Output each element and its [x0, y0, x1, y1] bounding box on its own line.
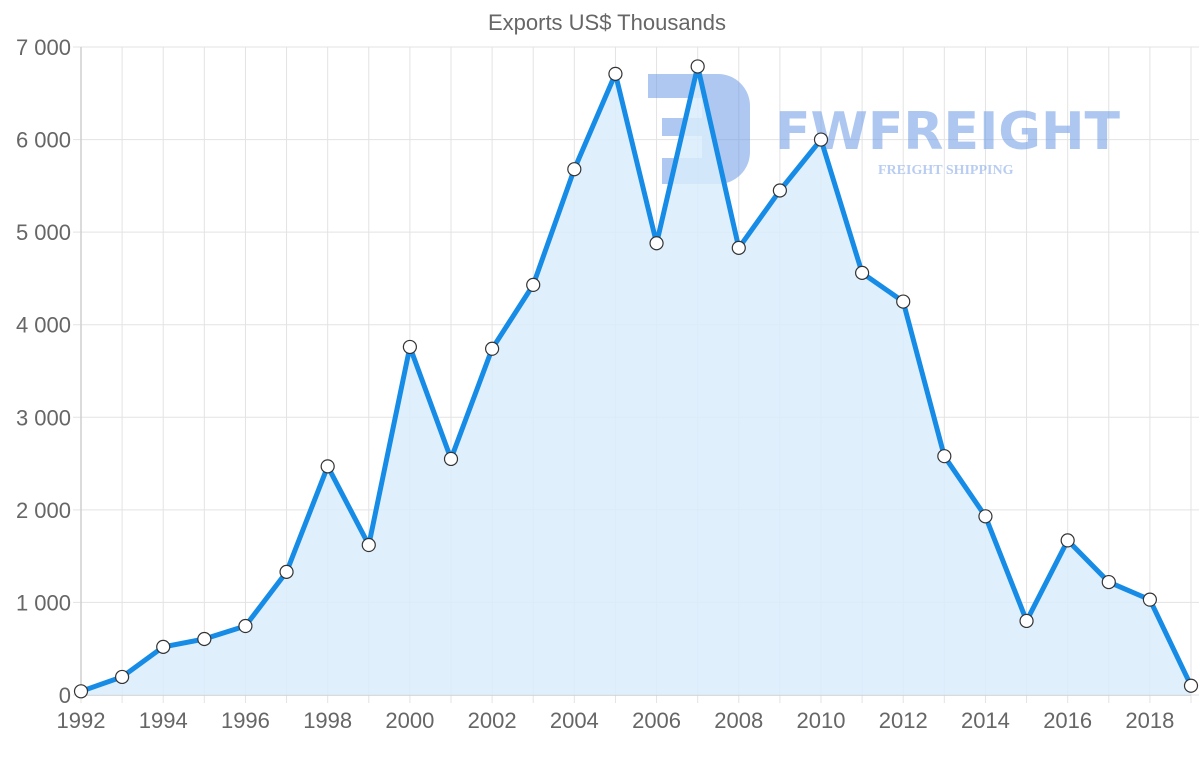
data-point-1994[interactable] — [156, 639, 171, 654]
x-tick-label: 2012 — [879, 708, 928, 733]
data-point-2010[interactable] — [813, 132, 829, 147]
series-line — [80, 63, 1194, 694]
y-tick-label: 3 000 — [16, 405, 71, 430]
data-point-2006[interactable] — [649, 236, 664, 251]
y-tick-label: 0 — [59, 683, 71, 708]
x-tick-label: 2018 — [1125, 708, 1174, 733]
x-tick-label: 2006 — [632, 708, 681, 733]
data-point-2001[interactable] — [443, 451, 459, 467]
data-point-2004[interactable] — [567, 162, 582, 177]
data-point-2016[interactable] — [1060, 533, 1075, 548]
data-point-2000[interactable] — [402, 339, 417, 355]
data-point-2002[interactable] — [485, 341, 500, 356]
x-tick-label: 2016 — [1043, 708, 1092, 733]
y-tick-label: 4 000 — [16, 313, 71, 338]
data-point-2011[interactable] — [855, 265, 870, 280]
y-tick-label: 6 000 — [16, 128, 71, 153]
data-point-1995[interactable] — [197, 631, 212, 647]
data-point-2005[interactable] — [608, 66, 623, 81]
x-tick-label: 1994 — [139, 708, 188, 733]
x-tick-label: 2004 — [550, 708, 599, 733]
chart-title: Exports US$ Thousands — [488, 10, 726, 35]
data-point-1993[interactable] — [115, 669, 130, 685]
data-point-2013[interactable] — [937, 449, 952, 464]
data-point-2003[interactable] — [526, 277, 541, 293]
data-point-2018[interactable] — [1142, 592, 1157, 607]
area-fill — [81, 66, 1191, 695]
x-tick-label: 1998 — [303, 708, 352, 733]
x-tick-label: 1996 — [221, 708, 270, 733]
x-axis: 1992 1994 1996 1998 2000 2002 2004 2006 2008 2010… — [57, 708, 1175, 733]
data-point-2015[interactable] — [1019, 613, 1034, 629]
x-tick-label: 2010 — [797, 708, 846, 733]
y-tick-label: 5 000 — [16, 220, 71, 245]
y-tick-label: 2 000 — [16, 498, 71, 523]
watermark-brand: FWFREIGHT — [775, 102, 1121, 162]
data-point-2008[interactable] — [731, 240, 746, 255]
data-point-2019[interactable] — [1183, 678, 1199, 693]
x-tick-label: 2014 — [961, 708, 1010, 733]
data-point-1998[interactable] — [320, 459, 335, 474]
data-point-2012[interactable] — [896, 294, 911, 309]
data-point-1997[interactable] — [279, 564, 294, 579]
y-tick-label: 7 000 — [16, 35, 71, 60]
data-point-2009[interactable] — [772, 183, 787, 198]
x-tick-label: 1992 — [57, 708, 106, 733]
data-point-2007[interactable] — [690, 59, 705, 74]
data-point-1999[interactable] — [361, 537, 376, 553]
y-tick-label: 1 000 — [16, 590, 71, 615]
x-tick-label: 2008 — [714, 708, 763, 733]
watermark-tagline: FREIGHT SHIPPING — [878, 163, 1014, 178]
x-tick-label: 2000 — [385, 708, 434, 733]
data-point-1996[interactable] — [238, 618, 253, 634]
data-point-1992[interactable] — [73, 684, 89, 699]
data-points — [73, 59, 1199, 699]
x-tick-label: 2002 — [468, 708, 517, 733]
data-point-2017[interactable] — [1101, 574, 1116, 590]
y-axis: 0 1 000 2 000 3 000 4 000 5 000 6 000 7 000 — [16, 35, 71, 708]
data-point-2014[interactable] — [978, 509, 993, 524]
